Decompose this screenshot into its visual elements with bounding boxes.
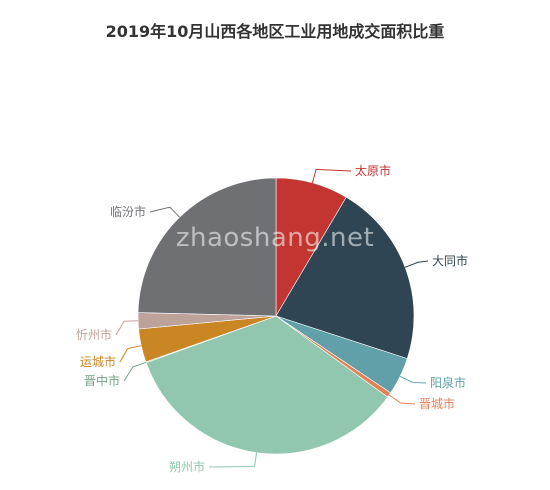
label-leader-line bbox=[311, 168, 352, 184]
slice-label: 运城市 bbox=[80, 354, 116, 369]
label-leader-line bbox=[404, 260, 429, 268]
pie-slices bbox=[137, 177, 415, 455]
pie-slice[interactable] bbox=[137, 177, 277, 317]
label-leader-line bbox=[399, 375, 427, 384]
label-leader-line bbox=[119, 345, 142, 363]
label-leader-line bbox=[123, 361, 147, 382]
slice-label: 太原市 bbox=[355, 163, 391, 178]
slice-label: 忻州市 bbox=[76, 327, 112, 342]
pie-slice[interactable] bbox=[145, 315, 389, 455]
slice-label: 大同市 bbox=[432, 253, 468, 268]
chart-title: 2019年10月山西各地区工业用地成交面积比重 bbox=[105, 22, 445, 41]
label-leader-line bbox=[208, 452, 258, 468]
watermark: zhaoshang.net bbox=[175, 223, 375, 253]
label-leader-line bbox=[149, 206, 181, 218]
slice-label: 临汾市 bbox=[110, 204, 146, 219]
slice-label: 朔州市 bbox=[169, 459, 205, 474]
label-leader-line bbox=[115, 320, 139, 336]
slice-label: 晋中市 bbox=[84, 373, 120, 388]
pie-slice[interactable] bbox=[275, 196, 415, 360]
slice-label: 阳泉市 bbox=[430, 375, 466, 390]
label-leader-line bbox=[388, 394, 416, 405]
slice-label: 晋城市 bbox=[419, 396, 455, 411]
